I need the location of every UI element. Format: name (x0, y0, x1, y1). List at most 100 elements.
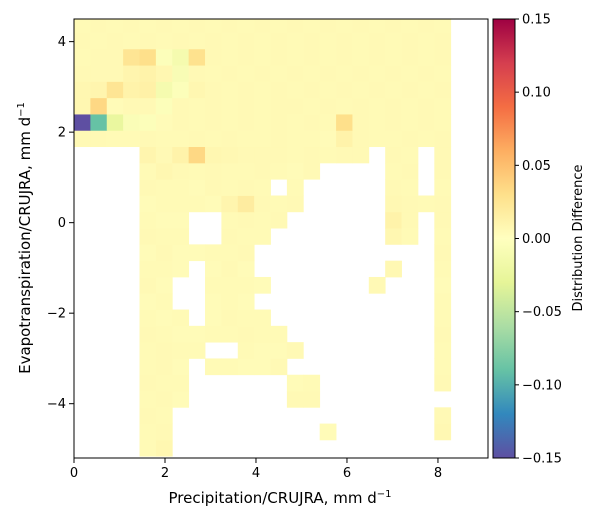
heatmap-cell (320, 0, 337, 17)
heatmap-cell (434, 19, 452, 33)
heatmap-cell (401, 179, 419, 196)
heatmap-cell (221, 309, 239, 327)
heatmap-cell (139, 32, 157, 50)
heatmap-cell (286, 97, 304, 115)
heatmap-cell (74, 19, 91, 33)
heatmap-cell (155, 293, 173, 310)
heatmap-cell (286, 179, 304, 196)
heatmap-cell (319, 19, 337, 33)
heatmap-cell (401, 48, 419, 66)
heatmap-cell (106, 81, 124, 99)
heatmap-cell (106, 130, 124, 148)
heatmap-cell (254, 65, 271, 82)
heatmap-cell (74, 130, 91, 148)
heatmap-cell (123, 65, 140, 82)
heatmap-cell (172, 244, 190, 262)
heatmap-cell (237, 32, 255, 50)
heatmap-cell (155, 211, 173, 229)
heatmap-cell (205, 130, 222, 148)
heatmap-cell (188, 162, 206, 180)
heatmap-cell (155, 97, 173, 115)
heatmap-cell (188, 195, 206, 213)
heatmap-cell (368, 19, 386, 33)
heatmap-cell (336, 81, 353, 99)
heatmap-cell (106, 48, 124, 66)
heatmap-cell (237, 260, 255, 278)
heatmap-cell (434, 260, 452, 278)
heatmap-cell (205, 276, 222, 294)
heatmap-cell (221, 260, 239, 278)
heatmap-cell (254, 19, 271, 33)
x-axis-ticks: 0 2 4 6 8 (70, 458, 442, 481)
heatmap-cell (172, 130, 190, 148)
heatmap-cell (106, 65, 124, 82)
heatmap-cell (434, 48, 452, 66)
heatmap-cell (139, 309, 157, 327)
heatmap-cell (385, 162, 402, 180)
heatmap-cell (254, 179, 271, 196)
heatmap-cell (270, 358, 288, 376)
heatmap-cell (385, 228, 402, 245)
heatmap-cell (221, 0, 238, 17)
heatmap-cell (155, 48, 173, 66)
heatmap-cell (172, 358, 190, 376)
x-axis-label: Precipitation/CRUJRA, mm d−1 (169, 489, 392, 507)
heatmap-cell (237, 195, 255, 213)
heatmap-cell (205, 32, 222, 50)
heatmap-cell (74, 114, 91, 131)
colorbar-tick-label: −0.15 (522, 452, 562, 467)
heatmap-cell (139, 130, 157, 148)
heatmap-cell (254, 325, 271, 343)
heatmap-cell (106, 32, 124, 50)
heatmap-cell (270, 32, 288, 50)
heatmap-cell (205, 65, 222, 82)
colorbar-tick-label: −0.10 (522, 378, 562, 393)
heatmap-cell (368, 65, 386, 82)
heatmap-cell (221, 211, 239, 229)
heatmap-cell (303, 32, 321, 50)
heatmap-cell (385, 211, 402, 229)
heatmap-cell (434, 65, 452, 82)
heatmap-cell (303, 48, 321, 66)
heatmap-cell (221, 48, 239, 66)
heatmap-cell (402, 0, 419, 17)
heatmap-cell (123, 130, 140, 148)
heatmap-cell (303, 81, 321, 99)
heatmap-cell (270, 211, 288, 229)
heatmap-cell (352, 146, 370, 164)
heatmap-cell (237, 114, 255, 131)
heatmap-cell (205, 325, 222, 343)
heatmap-cell (434, 309, 452, 327)
heatmap-cell (139, 114, 157, 131)
heatmap-cell (123, 48, 140, 66)
heatmap-cell (385, 97, 402, 115)
heatmap-cell (352, 48, 370, 66)
heatmap-cell (90, 114, 108, 131)
heatmap-cell (172, 195, 190, 213)
heatmap-cell (139, 195, 157, 213)
colorbar-label: Distribution Difference (571, 165, 586, 312)
heatmap-cell (254, 97, 271, 115)
heatmap-cell (188, 244, 206, 262)
heatmap-cell (303, 19, 321, 33)
heatmap-cell (385, 146, 402, 164)
heatmap-cell (385, 130, 402, 148)
heatmap-cell (417, 97, 435, 115)
heatmap-cell (286, 81, 304, 99)
heatmap-cell (368, 81, 386, 99)
heatmap-cell (74, 0, 91, 17)
heatmap-cell (237, 276, 255, 294)
heatmap-cell (139, 244, 157, 262)
heatmap-cell (155, 32, 173, 50)
heatmap-cell (139, 211, 157, 229)
heatmap-cell (254, 130, 271, 148)
heatmap-cell (434, 162, 452, 180)
heatmap-cell (336, 32, 353, 50)
y-axis-label: Evapotranspiration/CRUJRA, mm d−1 (16, 102, 34, 374)
heatmap-cell (90, 65, 108, 82)
heatmap-cell (139, 48, 157, 66)
heatmap-cell (401, 65, 419, 82)
heatmap-cell (155, 146, 173, 164)
heatmap-cell (434, 130, 452, 148)
heatmap-cell (286, 374, 304, 392)
